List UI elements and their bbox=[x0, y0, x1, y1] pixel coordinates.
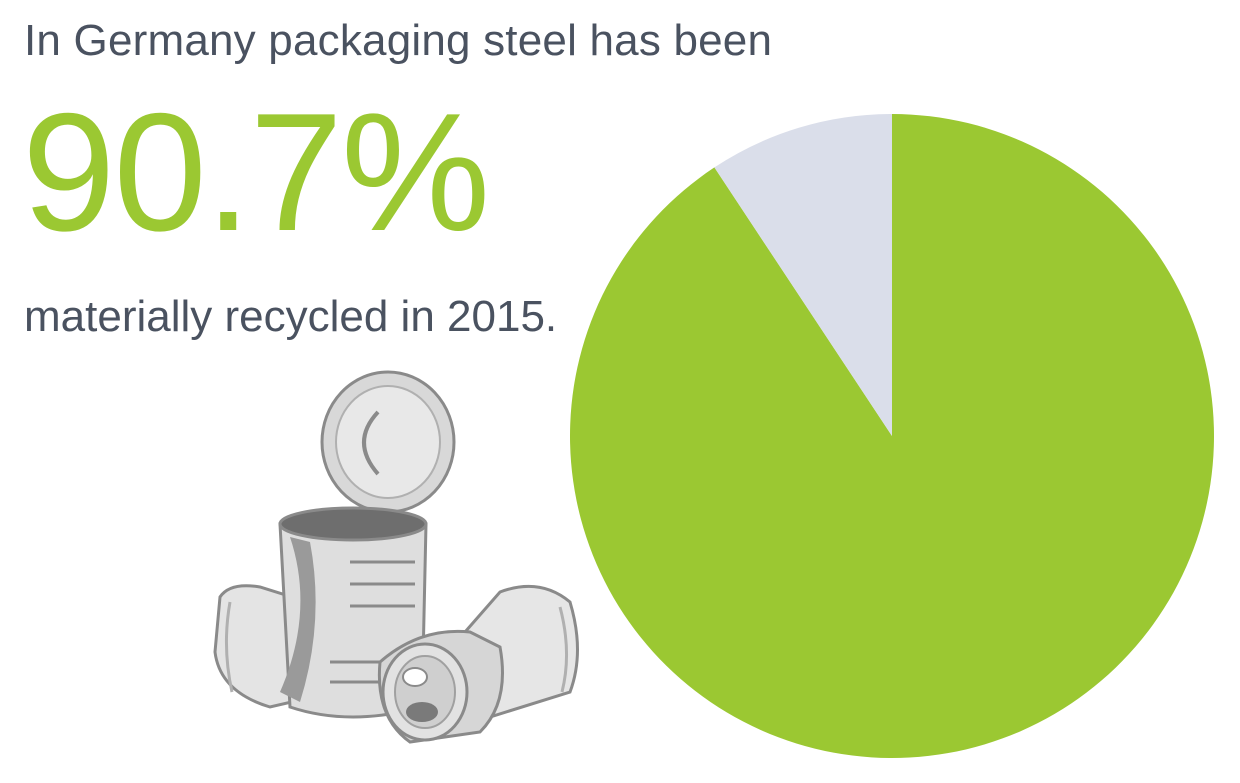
headline-text: In Germany packaging steel has been bbox=[24, 16, 773, 65]
recycling-pie-chart bbox=[569, 114, 1214, 758]
subline-text: materially recycled in 2015. bbox=[24, 292, 558, 341]
recycling-rate-value: 90.7% bbox=[22, 78, 490, 266]
steel-cans-icon bbox=[213, 370, 579, 744]
pie-slice-recycled bbox=[569, 114, 1214, 758]
pie-slice-remainder bbox=[714, 114, 892, 436]
